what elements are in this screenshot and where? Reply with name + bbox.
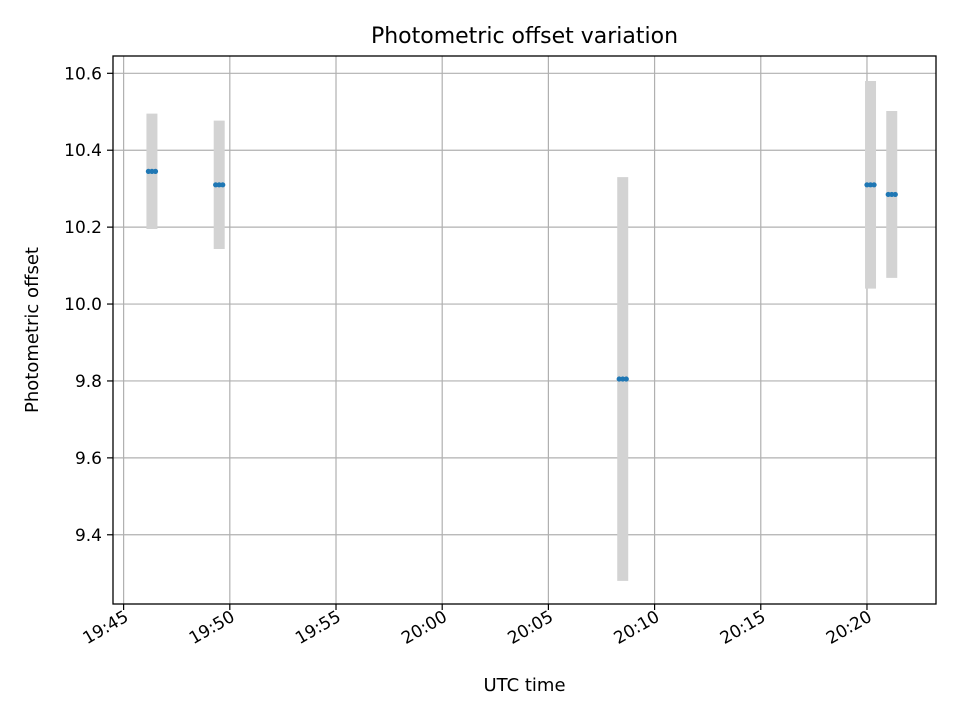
grid — [113, 56, 936, 604]
y-tick-label: 10.0 — [64, 295, 102, 315]
y-tick-label: 9.4 — [75, 526, 102, 546]
chart-title: Photometric offset variation — [371, 24, 678, 49]
plot-frame — [112, 55, 937, 605]
data-points — [145, 168, 898, 382]
y-tick-label: 10.6 — [64, 64, 102, 84]
data-point — [220, 182, 226, 188]
y-tick-label: 9.6 — [75, 449, 102, 469]
data-point — [871, 182, 877, 188]
data-point — [623, 376, 629, 382]
x-axis-label: UTC time — [483, 675, 565, 696]
y-tick-label: 10.2 — [64, 218, 102, 238]
y-axis-ticks: 9.4 9.6 9.8 10.0 10.2 10.4 10.6 — [64, 64, 113, 546]
y-tick-label: 10.4 — [64, 141, 102, 161]
y-tick-label: 9.8 — [75, 372, 102, 392]
y-axis-label: Photometric offset — [22, 247, 43, 413]
data-point — [892, 191, 898, 198]
data-point — [152, 168, 159, 174]
